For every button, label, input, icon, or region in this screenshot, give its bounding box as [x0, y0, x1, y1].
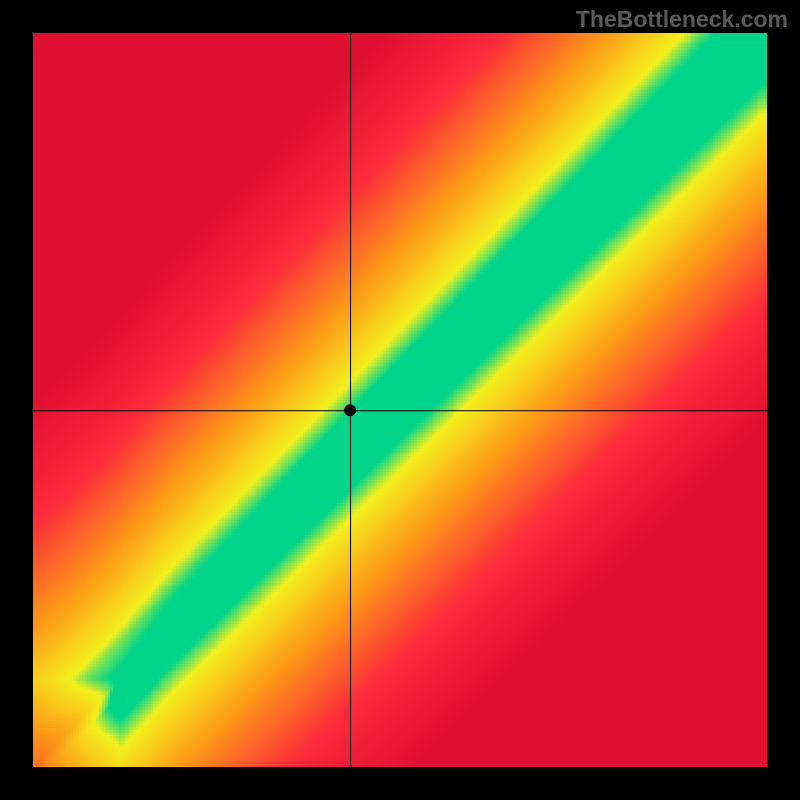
- bottleneck-heatmap: [33, 33, 767, 767]
- chart-container: TheBottleneck.com: [0, 0, 800, 800]
- watermark-text: TheBottleneck.com: [576, 6, 788, 33]
